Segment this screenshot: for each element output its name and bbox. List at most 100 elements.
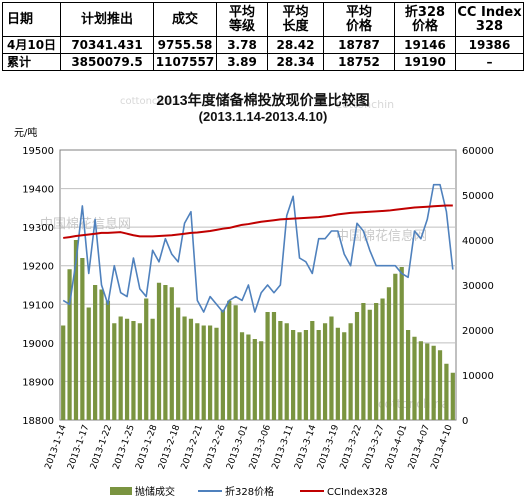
plot-area <box>59 149 457 421</box>
bar <box>188 318 194 420</box>
bar <box>354 312 360 420</box>
cc-index-line <box>63 204 453 239</box>
y-axis-unit-label: 元/吨 <box>14 128 38 139</box>
bar <box>335 327 340 420</box>
table-row: 累计 3850079.5 1107557 3.89 28.34 18752 19… <box>2 53 524 71</box>
bar <box>201 325 206 420</box>
bar <box>259 341 264 420</box>
header-planned: 计划推出 <box>60 2 154 37</box>
x-tick-label: 2013-3-27 <box>361 424 386 471</box>
legend-label: CCIndex328 <box>327 487 388 498</box>
chart-subtitle: (2013.1.14-2013.4.10) <box>198 109 328 124</box>
legend-swatch-bars <box>110 487 132 495</box>
table-cell: 19190 <box>394 53 456 71</box>
bar <box>393 273 398 420</box>
x-tick-label: 2013-1-22 <box>89 424 114 471</box>
x-tick-label: 2013-2-26 <box>202 423 227 470</box>
price-328-line <box>62 183 454 313</box>
bar <box>195 323 200 420</box>
y2-tick-label: 60000 <box>462 146 494 157</box>
x-tick-label: 2013-1-14 <box>43 423 68 470</box>
y2-tick-label: 30000 <box>462 281 494 292</box>
bar <box>118 316 123 420</box>
bar <box>380 298 385 420</box>
bar <box>207 325 213 420</box>
header-avg-price: 平均 价格 <box>323 2 395 37</box>
header-date: 日期 <box>2 2 61 37</box>
x-tick-label: 2013-3-19 <box>316 423 341 470</box>
bar <box>418 341 423 420</box>
x-tick-label: 2013-1-25 <box>112 424 137 471</box>
watermark-text: cottonchin <box>336 98 394 111</box>
x-tick-label: 2013-3-22 <box>339 424 364 471</box>
bar <box>61 325 66 420</box>
x-tick-label: 2013-3-01 <box>225 424 250 471</box>
summary-header-row: 日期 计划推出 成交 平均 等级 平均 长度 平均 价格 折328 价格 CC … <box>2 2 524 37</box>
bar <box>450 372 455 420</box>
x-tick-label: 2013-3-14 <box>293 423 318 470</box>
summary-table: 日期 计划推出 成交 平均 等级 平均 长度 平均 价格 折328 价格 CC … <box>2 2 524 71</box>
bar <box>399 267 404 420</box>
bar <box>220 309 225 420</box>
y-tick-label: 19000 <box>22 339 54 350</box>
bar <box>367 309 372 420</box>
y2-tick-label: 20000 <box>462 326 494 337</box>
bar <box>284 323 289 420</box>
table-cell: 1107557 <box>153 53 217 71</box>
bar <box>405 330 411 420</box>
watermark-text: cottonchina <box>120 96 179 107</box>
bar <box>310 321 315 420</box>
x-tick-label: 2013-1-17 <box>66 424 91 471</box>
bar <box>386 287 392 420</box>
bar <box>137 323 142 420</box>
y-tick-label: 19300 <box>22 223 54 234</box>
table-cell: 累计 <box>2 53 61 71</box>
x-tick-label: 2013-4-07 <box>407 424 432 471</box>
x-tick-label: 2013-3-06 <box>248 423 273 470</box>
bar <box>322 323 328 420</box>
bar <box>176 307 181 420</box>
x-tick-label: 2013-2-21 <box>180 424 205 471</box>
bar <box>412 336 417 420</box>
table-cell: 28.42 <box>267 36 324 54</box>
bar <box>271 312 277 420</box>
bar <box>144 298 149 420</box>
bar <box>105 300 111 420</box>
table-cell: 3.89 <box>216 53 268 71</box>
table-cell: 19386 <box>455 36 524 54</box>
bar <box>303 330 309 420</box>
y2-tick-label: 0 <box>462 416 468 427</box>
bar <box>291 330 296 420</box>
chart-title: 2013年度储备棉投放现价量比较图 <box>156 92 370 108</box>
y-tick-label: 19200 <box>22 262 54 273</box>
y-tick-label: 19500 <box>22 146 54 157</box>
bar <box>361 303 366 420</box>
bar <box>265 312 270 420</box>
bar <box>252 339 257 420</box>
y-tick-label: 18800 <box>22 416 54 427</box>
table-cell: 3850079.5 <box>60 53 154 71</box>
bar <box>156 282 162 420</box>
bar <box>246 334 251 420</box>
bar <box>93 285 98 420</box>
table-cell: 70341.431 <box>60 36 154 54</box>
bar <box>437 350 443 420</box>
y2-tick-label: 50000 <box>462 191 494 202</box>
bar <box>239 332 245 420</box>
table-cell: – <box>455 53 524 71</box>
bar <box>163 285 168 420</box>
legend-label: 抛储成交 <box>135 485 175 498</box>
y-tick-label: 18900 <box>22 377 54 388</box>
header-price-328: 折328 价格 <box>394 2 456 37</box>
bar <box>316 330 321 420</box>
bar <box>329 316 334 420</box>
bar <box>297 332 302 420</box>
bar <box>67 269 72 420</box>
bar <box>444 363 449 420</box>
watermark-text: 中国棉花信息网 <box>40 216 131 232</box>
x-tick-label: 2013-3-11 <box>271 424 296 471</box>
bar <box>425 343 430 420</box>
bar <box>348 323 353 420</box>
bar <box>182 316 187 420</box>
bar <box>233 305 238 420</box>
